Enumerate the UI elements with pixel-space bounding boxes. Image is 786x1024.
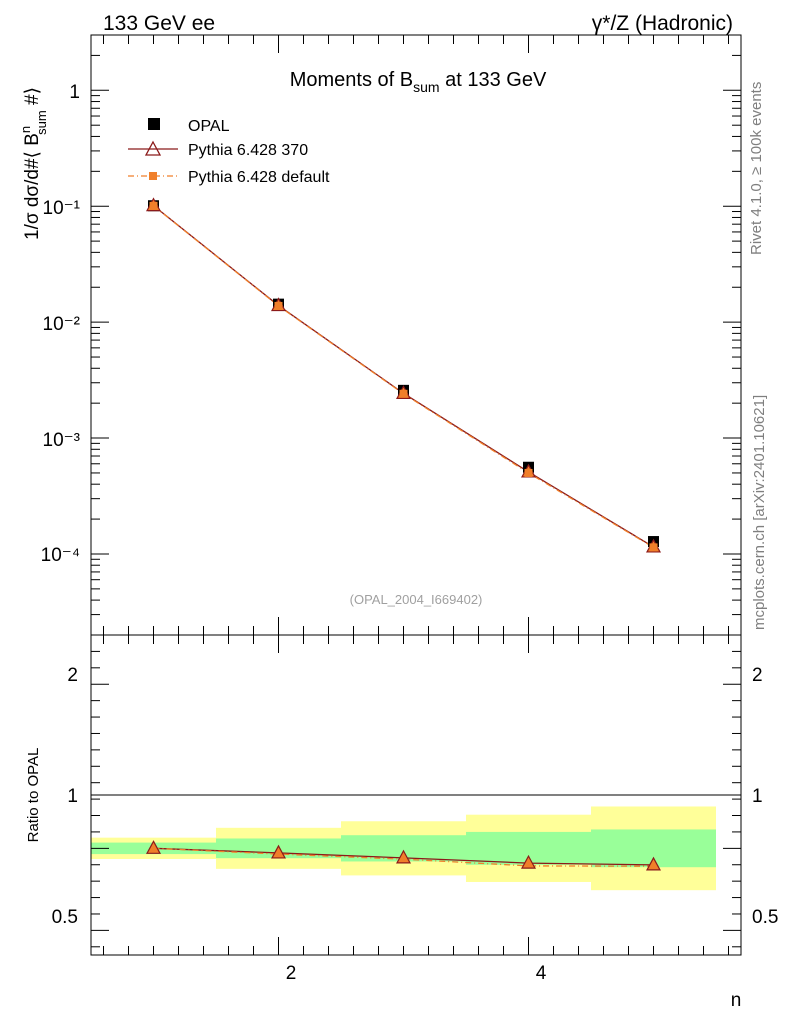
ratio-series xyxy=(145,840,662,871)
ratio-ticks xyxy=(91,635,741,955)
ratio-ytick-label-right: 1 xyxy=(752,786,763,807)
legend-label-pythia-default: Pythia 6.428 default xyxy=(188,169,330,186)
legend-label-opal: OPAL xyxy=(188,118,230,135)
main-ytick-label: 10⁻³ xyxy=(43,430,81,451)
marker-pythia-default xyxy=(524,468,533,477)
main-ytick-label: 1 xyxy=(69,82,80,103)
ratio-marker-pythia-370 xyxy=(520,854,537,869)
ratio-ytick-label: 0.5 xyxy=(52,907,78,928)
main-ylabel: 1/σ dσ/d#⟨ Bnsum #⟩ xyxy=(18,87,49,240)
ratio-panel: Ratio to OPAL 0.5 1 2 0.5 1 2 2 4 n xyxy=(25,634,778,1011)
legend-marker-opal xyxy=(148,118,160,130)
marker-pythia-default xyxy=(149,201,158,210)
x-axis-label: n xyxy=(731,990,742,1011)
analysis-id: (OPAL_2004_I669402) xyxy=(350,592,483,607)
legend: OPAL Pythia 6.428 370 Pythia 6.428 defau… xyxy=(128,118,330,186)
ratio-frame xyxy=(90,634,742,956)
legend-label-pythia-370: Pythia 6.428 370 xyxy=(188,142,308,159)
main-ytick-label: 10⁻² xyxy=(43,314,81,335)
marker-pythia-default xyxy=(274,301,283,310)
main-ytick-label: 10⁻¹ xyxy=(43,198,81,219)
mcplots-label: mcplots.cern.ch [arXiv:2401.10621] xyxy=(751,395,768,630)
main-panel: Moments of Bsum at 133 GeV 1/σ dσ/d#⟨ Bn… xyxy=(18,34,742,636)
ratio-ytick-label-right: 0.5 xyxy=(752,907,778,928)
xtick-label: 4 xyxy=(536,963,547,984)
ratio-marker-pythia-370 xyxy=(645,856,662,871)
legend-marker-pythia-370 xyxy=(144,140,162,156)
ratio-ylabel: Ratio to OPAL xyxy=(25,748,42,843)
rivet-label: Rivet 4.1.0, ≥ 100k events xyxy=(748,82,765,255)
legend-marker-pythia-default xyxy=(149,172,157,180)
main-series xyxy=(145,197,662,553)
header-right: γ*/Z (Hadronic) xyxy=(592,12,733,35)
chart-title: Moments of Bsum at 133 GeV xyxy=(290,69,547,95)
ratio-marker-pythia-370 xyxy=(145,840,162,854)
ratio-bands xyxy=(91,806,716,891)
ratio-marker-pythia-370 xyxy=(395,849,412,864)
ratio-ytick-label: 1 xyxy=(67,786,78,807)
marker-pythia-default xyxy=(649,543,658,552)
marker-pythia-default xyxy=(399,389,408,398)
ratio-marker-pythia-370 xyxy=(270,844,287,859)
xtick-label: 2 xyxy=(286,963,297,984)
series-line-pythia-370 xyxy=(153,205,654,548)
series-line-pythia-default xyxy=(153,205,654,548)
main-ticks xyxy=(91,34,741,636)
main-ytick-label: 10⁻⁴ xyxy=(41,545,80,566)
ratio-ytick-label-right: 2 xyxy=(752,665,763,686)
ratio-ytick-label: 2 xyxy=(67,665,78,686)
header-left: 133 GeV ee xyxy=(103,12,215,35)
